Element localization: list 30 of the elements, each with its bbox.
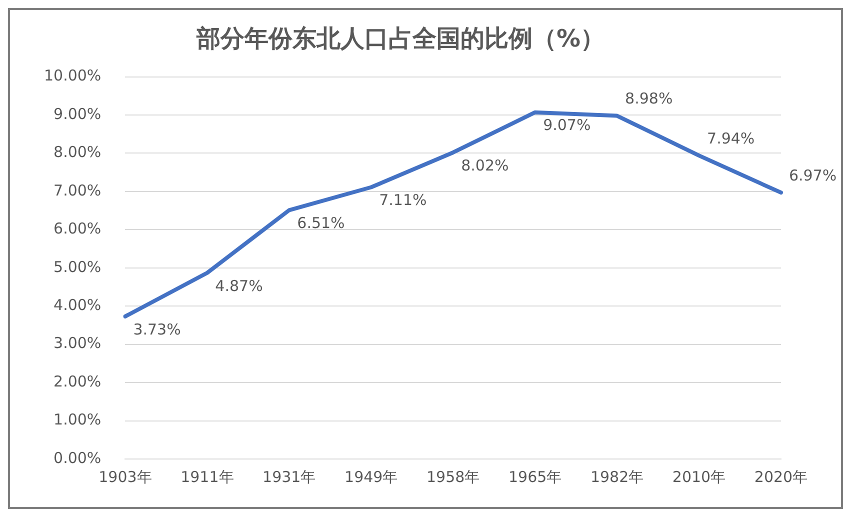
y-tick-label: 9.00% xyxy=(54,104,102,123)
data-label: 9.07% xyxy=(543,116,591,134)
y-tick-label: 1.00% xyxy=(54,410,102,429)
y-tick-label: 4.00% xyxy=(54,296,102,314)
x-tick-label: 1931年 xyxy=(262,468,316,486)
x-tick-label: 2010年 xyxy=(672,468,726,486)
data-label: 8.02% xyxy=(461,156,509,174)
y-tick-label: 0.00% xyxy=(54,448,102,467)
x-tick-label: 1965年 xyxy=(508,468,562,486)
data-label: 3.73% xyxy=(133,320,181,338)
data-label: 6.51% xyxy=(297,214,345,232)
x-tick-label: 1949年 xyxy=(344,468,398,486)
data-label: 7.94% xyxy=(707,129,755,148)
y-tick-label: 2.00% xyxy=(54,372,102,390)
x-tick-label: 1911年 xyxy=(180,468,234,486)
x-tick-label: 1958年 xyxy=(426,468,480,486)
x-tick-label: 1903年 xyxy=(98,468,152,486)
x-tick-label: 2020年 xyxy=(754,468,808,486)
y-tick-label: 10.00% xyxy=(44,66,102,85)
data-label: 4.87% xyxy=(215,276,263,295)
data-label: 6.97% xyxy=(789,166,837,184)
y-tick-label: 3.00% xyxy=(54,334,102,352)
y-tick-label: 5.00% xyxy=(54,258,102,276)
x-tick-label: 1982年 xyxy=(590,468,644,486)
y-tick-label: 7.00% xyxy=(54,181,102,200)
data-label: 8.98% xyxy=(625,90,673,108)
data-label: 7.11% xyxy=(379,191,427,210)
y-tick-label: 8.00% xyxy=(54,143,102,162)
chart-title: 部分年份东北人口占全国的比例（%） xyxy=(195,24,605,53)
y-tick-label: 6.00% xyxy=(54,220,102,238)
